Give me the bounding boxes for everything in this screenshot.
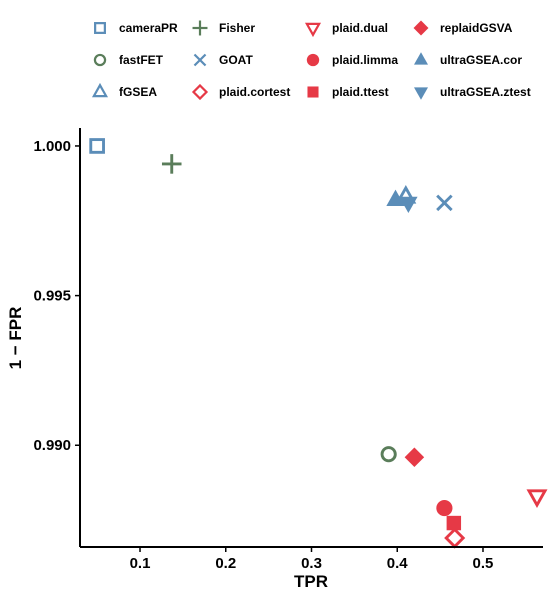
legend-label: plaid.cortest [219, 85, 290, 99]
legend-item-plaid-cortest: plaid.cortest [191, 83, 290, 101]
legend-label: fastFET [119, 53, 164, 67]
legend-key-goat [193, 53, 207, 67]
x-tick-label: 0.4 [387, 555, 409, 572]
legend-key-camerapr [94, 22, 106, 34]
y-axis-title: 1 − FPR [6, 307, 25, 370]
legend: cameraPR Fisher plaid.dual replaidGSVA fastF… [91, 20, 531, 101]
point-camerapr [89, 138, 105, 154]
legend-key-plaid-ttest [307, 86, 319, 98]
legend-item-fisher: Fisher [192, 20, 255, 36]
point-plaid-dual [526, 489, 548, 508]
legend-label: ultraGSEA.ztest [440, 85, 531, 99]
point-plaid-cortest [444, 527, 466, 549]
legend-item-plaid-dual: plaid.dual [304, 21, 388, 38]
y-tick-label: 1.000 [33, 138, 71, 155]
legend-item-camerapr: cameraPR [94, 21, 178, 35]
legend-item-plaid-ttest: plaid.ttest [307, 85, 389, 99]
legend-item-fastfet: fastFET [93, 53, 164, 67]
legend-key-plaid-dual [304, 22, 322, 38]
legend-label: fGSEA [119, 85, 157, 99]
legend-key-ultragsea-cor [413, 52, 429, 65]
legend-key-ultragsea-ztest [413, 87, 429, 100]
legend-label: GOAT [219, 53, 253, 67]
legend-key-plaid-cortest [191, 83, 209, 101]
x-tick-label: 0.5 [473, 555, 494, 572]
legend-item-fgsea: fGSEA [91, 82, 157, 99]
ticks: 0.1 0.2 0.3 0.4 0.5 0.990 0.995 1.000 [33, 138, 493, 572]
legend-key-plaid-limma [306, 53, 320, 67]
x-tick-label: 0.3 [301, 555, 322, 572]
y-tick-label: 0.995 [33, 288, 71, 305]
x-tick-label: 0.1 [130, 555, 151, 572]
legend-label: Fisher [219, 21, 255, 35]
legend-label: plaid.limma [332, 53, 398, 67]
legend-label: replaidGSVA [440, 21, 513, 35]
legend-label: cameraPR [119, 21, 178, 35]
point-fisher [161, 154, 182, 174]
point-plaid-ttest [446, 515, 462, 531]
x-axis-title: TPR [294, 572, 328, 591]
legend-key-replaidgsva [413, 20, 429, 36]
legend-item-goat: GOAT [193, 53, 253, 67]
point-ultragsea-cor [386, 189, 405, 206]
point-fastfet [380, 446, 397, 463]
point-ultragsea-ztest [399, 196, 418, 214]
legend-key-fastfet [93, 53, 107, 67]
legend-item-ultragsea-ztest: ultraGSEA.ztest [413, 85, 531, 100]
legend-item-replaidgsva: replaidGSVA [413, 20, 513, 36]
legend-label: ultraGSEA.cor [440, 53, 522, 67]
y-tick-label: 0.990 [33, 437, 71, 454]
axes: TPR 1 − FPR [6, 128, 543, 591]
point-replaidgsva [404, 447, 425, 467]
point-plaid-limma [436, 500, 453, 517]
legend-key-fisher [192, 20, 208, 36]
legend-label: plaid.ttest [332, 85, 389, 99]
legend-label: plaid.dual [332, 21, 388, 35]
point-goat [436, 194, 453, 212]
legend-item-ultragsea-cor: ultraGSEA.cor [413, 52, 522, 67]
x-tick-label: 0.2 [215, 555, 236, 572]
legend-item-plaid-limma: plaid.limma [306, 53, 398, 67]
legend-key-fgsea [91, 82, 109, 98]
data-points [89, 138, 548, 549]
